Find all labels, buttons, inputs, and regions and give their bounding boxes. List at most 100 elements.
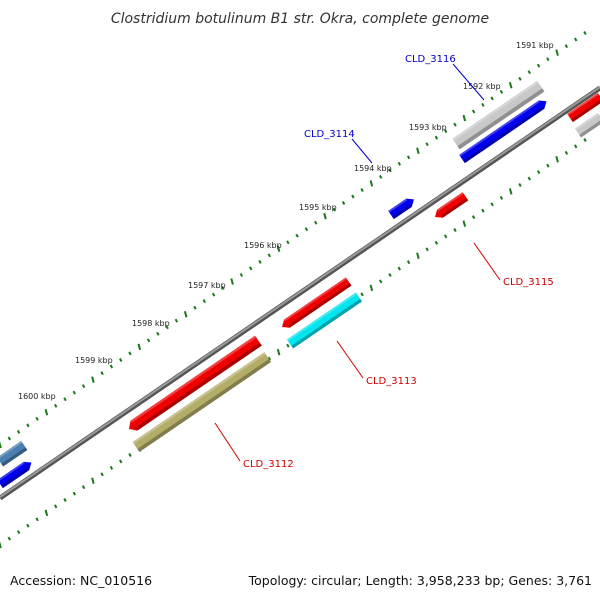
gray-feature-shadow [457, 88, 545, 150]
tick-mark [221, 286, 225, 290]
tick-label: 1596 kbp [244, 241, 282, 250]
gene-arrow-cld-3112-body [129, 335, 262, 431]
gene-label-cld-3114[interactable]: CLD_3114 [304, 129, 355, 140]
gene-arrow-cld-3116[interactable] [459, 97, 549, 164]
tick-mark [137, 343, 142, 351]
gene-label-cld-3113[interactable]: CLD_3113 [366, 376, 417, 387]
tick-mark [100, 472, 104, 477]
tick-mark [183, 310, 188, 318]
tick-mark [453, 122, 457, 127]
tick-mark [100, 371, 104, 376]
gray-feature-highlight [452, 80, 539, 141]
gene-arrow-cld-3114[interactable] [388, 195, 417, 220]
tick-mark [202, 299, 206, 304]
gray-feature-right-edge[interactable] [574, 112, 600, 138]
blue-feature-left-edge[interactable] [0, 458, 34, 489]
tick-mark [499, 89, 504, 94]
tick-mark [119, 459, 123, 464]
tick-label: 1591 kbp [516, 41, 554, 50]
gene-arrow-right-edge-shadow [571, 98, 600, 123]
tick-mark [518, 183, 522, 187]
gene-arrow-cld-3115[interactable] [432, 192, 469, 221]
tick-mark [453, 228, 457, 232]
blue-feature-left-edge-shadow [1, 467, 30, 489]
blue-feature-left-edge-highlight [0, 461, 25, 482]
gene-arrow-cld-3115-shadow [441, 197, 469, 218]
tick-mark [230, 278, 234, 285]
steel-feature-left-edge[interactable] [0, 440, 28, 467]
tick-mark [379, 279, 383, 284]
tick-mark [7, 436, 11, 441]
gene-arrow-cld-3114-shadow [392, 204, 412, 220]
tick-mark [7, 536, 11, 541]
gene-arrow-cld-3114-highlight [388, 198, 408, 213]
tick-label: 1594 kbp [354, 164, 392, 173]
gene-label-cld-3116[interactable]: CLD_3116 [405, 54, 456, 65]
tick-mark [416, 147, 420, 154]
tick-mark [341, 201, 346, 205]
tick-mark [471, 109, 476, 114]
map-title: Clostridium botulinum B1 str. Okra, comp… [111, 11, 489, 27]
gene-arrow-right-edge-highlight [567, 92, 600, 116]
genome-backbone [0, 85, 600, 501]
tick-mark [471, 215, 476, 220]
gene-arrow-cld-3115-highlight [437, 192, 464, 212]
tick-mark [527, 176, 531, 181]
tick-mark [508, 188, 513, 195]
tick-mark [518, 76, 522, 81]
tick-mark [481, 208, 485, 213]
gene-label-cld-3115[interactable]: CLD_3115 [503, 277, 554, 288]
tick-mark [536, 63, 541, 68]
tick-mark [63, 397, 67, 402]
tick-mark [54, 504, 58, 509]
tick-mark [249, 266, 253, 271]
tick-mark [44, 409, 49, 416]
tick-mark [314, 220, 318, 225]
tick-mark [360, 188, 364, 192]
tick-mark [388, 168, 392, 173]
tick-mark [239, 273, 244, 277]
tick-mark [434, 135, 439, 140]
tick-mark [81, 485, 86, 490]
tick-mark [583, 31, 587, 35]
tick-mark [174, 318, 179, 323]
tick-mark [26, 523, 30, 528]
tick-mark [44, 509, 49, 517]
gene-arrow-cld-3113[interactable] [279, 277, 352, 331]
gene-arrow-cld-3112[interactable] [126, 335, 262, 434]
tick-mark [211, 292, 216, 297]
gene-arrow-cld-3116-highlight [459, 100, 540, 157]
tick-mark [546, 57, 550, 62]
tick-mark [369, 284, 374, 292]
tick-mark [16, 530, 21, 535]
tick-mark [379, 174, 383, 179]
tick-label: 1600 kbp [18, 392, 56, 401]
gene-arrow-cld-3112-highlight [130, 335, 257, 423]
gray-feature[interactable] [452, 80, 545, 150]
tick-mark [397, 161, 401, 166]
tick-mark [128, 351, 132, 356]
cyan-feature[interactable] [286, 292, 363, 349]
steel-feature-left-edge-highlight [0, 440, 23, 460]
tick-mark [360, 292, 364, 297]
gray-feature-body [452, 80, 545, 150]
gene-label-cld-3112[interactable]: CLD_3112 [243, 459, 294, 470]
tick-mark [583, 138, 587, 142]
tick-mark [165, 325, 169, 330]
tick-label: 1593 kbp [409, 123, 447, 132]
gene-arrow-right-edge[interactable] [567, 92, 600, 123]
tick-mark [72, 390, 76, 395]
tick-label: 1599 kbp [75, 356, 113, 365]
tick-mark [26, 423, 30, 428]
tick-mark [527, 70, 531, 75]
tick-mark [193, 305, 197, 310]
tick-mark [406, 155, 411, 160]
tick-mark [286, 343, 290, 348]
tick-mark [267, 253, 271, 258]
tick-mark [156, 331, 160, 336]
tick-mark [574, 37, 578, 42]
tick-mark [128, 453, 132, 457]
tick-mark [351, 194, 355, 199]
olive-feature[interactable] [132, 352, 272, 452]
